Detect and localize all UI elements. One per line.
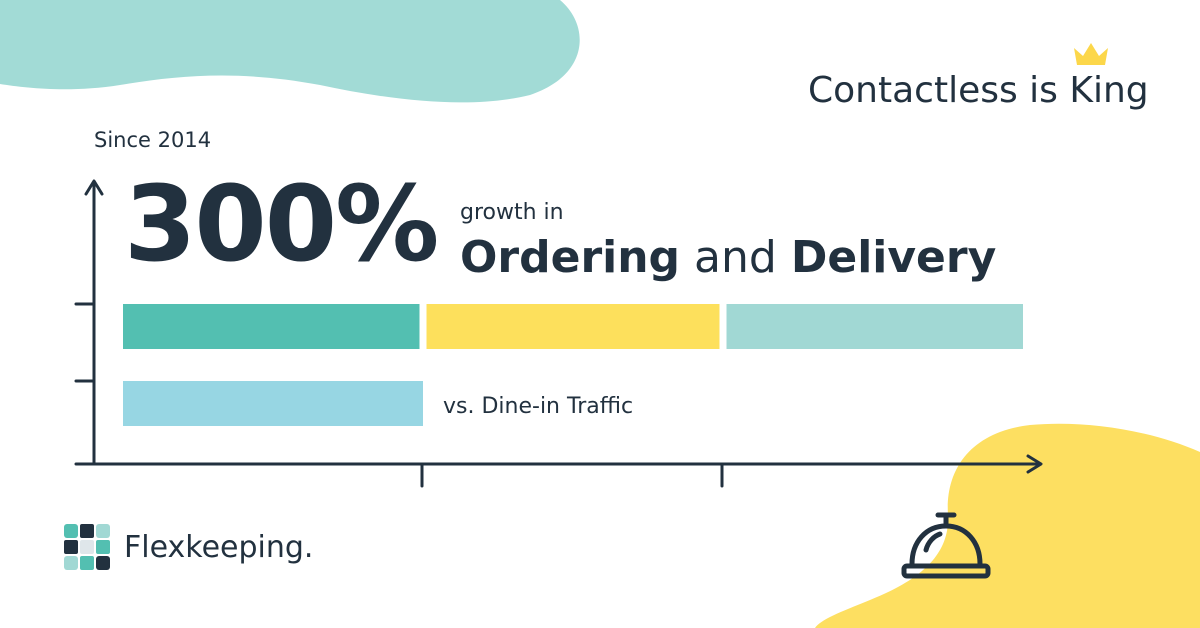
yellow-blob [815,423,1200,628]
brand-name: Flexkeeping. [124,530,314,565]
crown-icon [1074,43,1108,65]
growth-prefix: growth in [460,200,564,225]
flexkeeping-logo-icon [64,524,110,570]
bar-segment [426,304,720,349]
bar-segment [123,304,420,349]
headline: Contactless is King [808,70,1149,111]
x-axis-arrow-icon [1026,454,1043,474]
chart-axes [74,179,1043,488]
bar-label-dine-in: vs. Dine-in Traffic [443,394,634,419]
growth-term-ordering: Ordering [460,232,681,283]
bar-segment [123,381,423,426]
growth-line: Ordering and Delivery [460,236,996,280]
chart-bars [123,304,1023,426]
since-label: Since 2014 [94,128,212,152]
growth-term-delivery: Delivery [790,232,997,283]
bar-segment [726,304,1023,349]
big-number: 300% [124,163,439,285]
teal-blob [0,0,580,103]
y-axis-arrow-icon [84,179,104,196]
growth-joiner: and [694,232,777,283]
service-bell-icon [901,512,991,579]
